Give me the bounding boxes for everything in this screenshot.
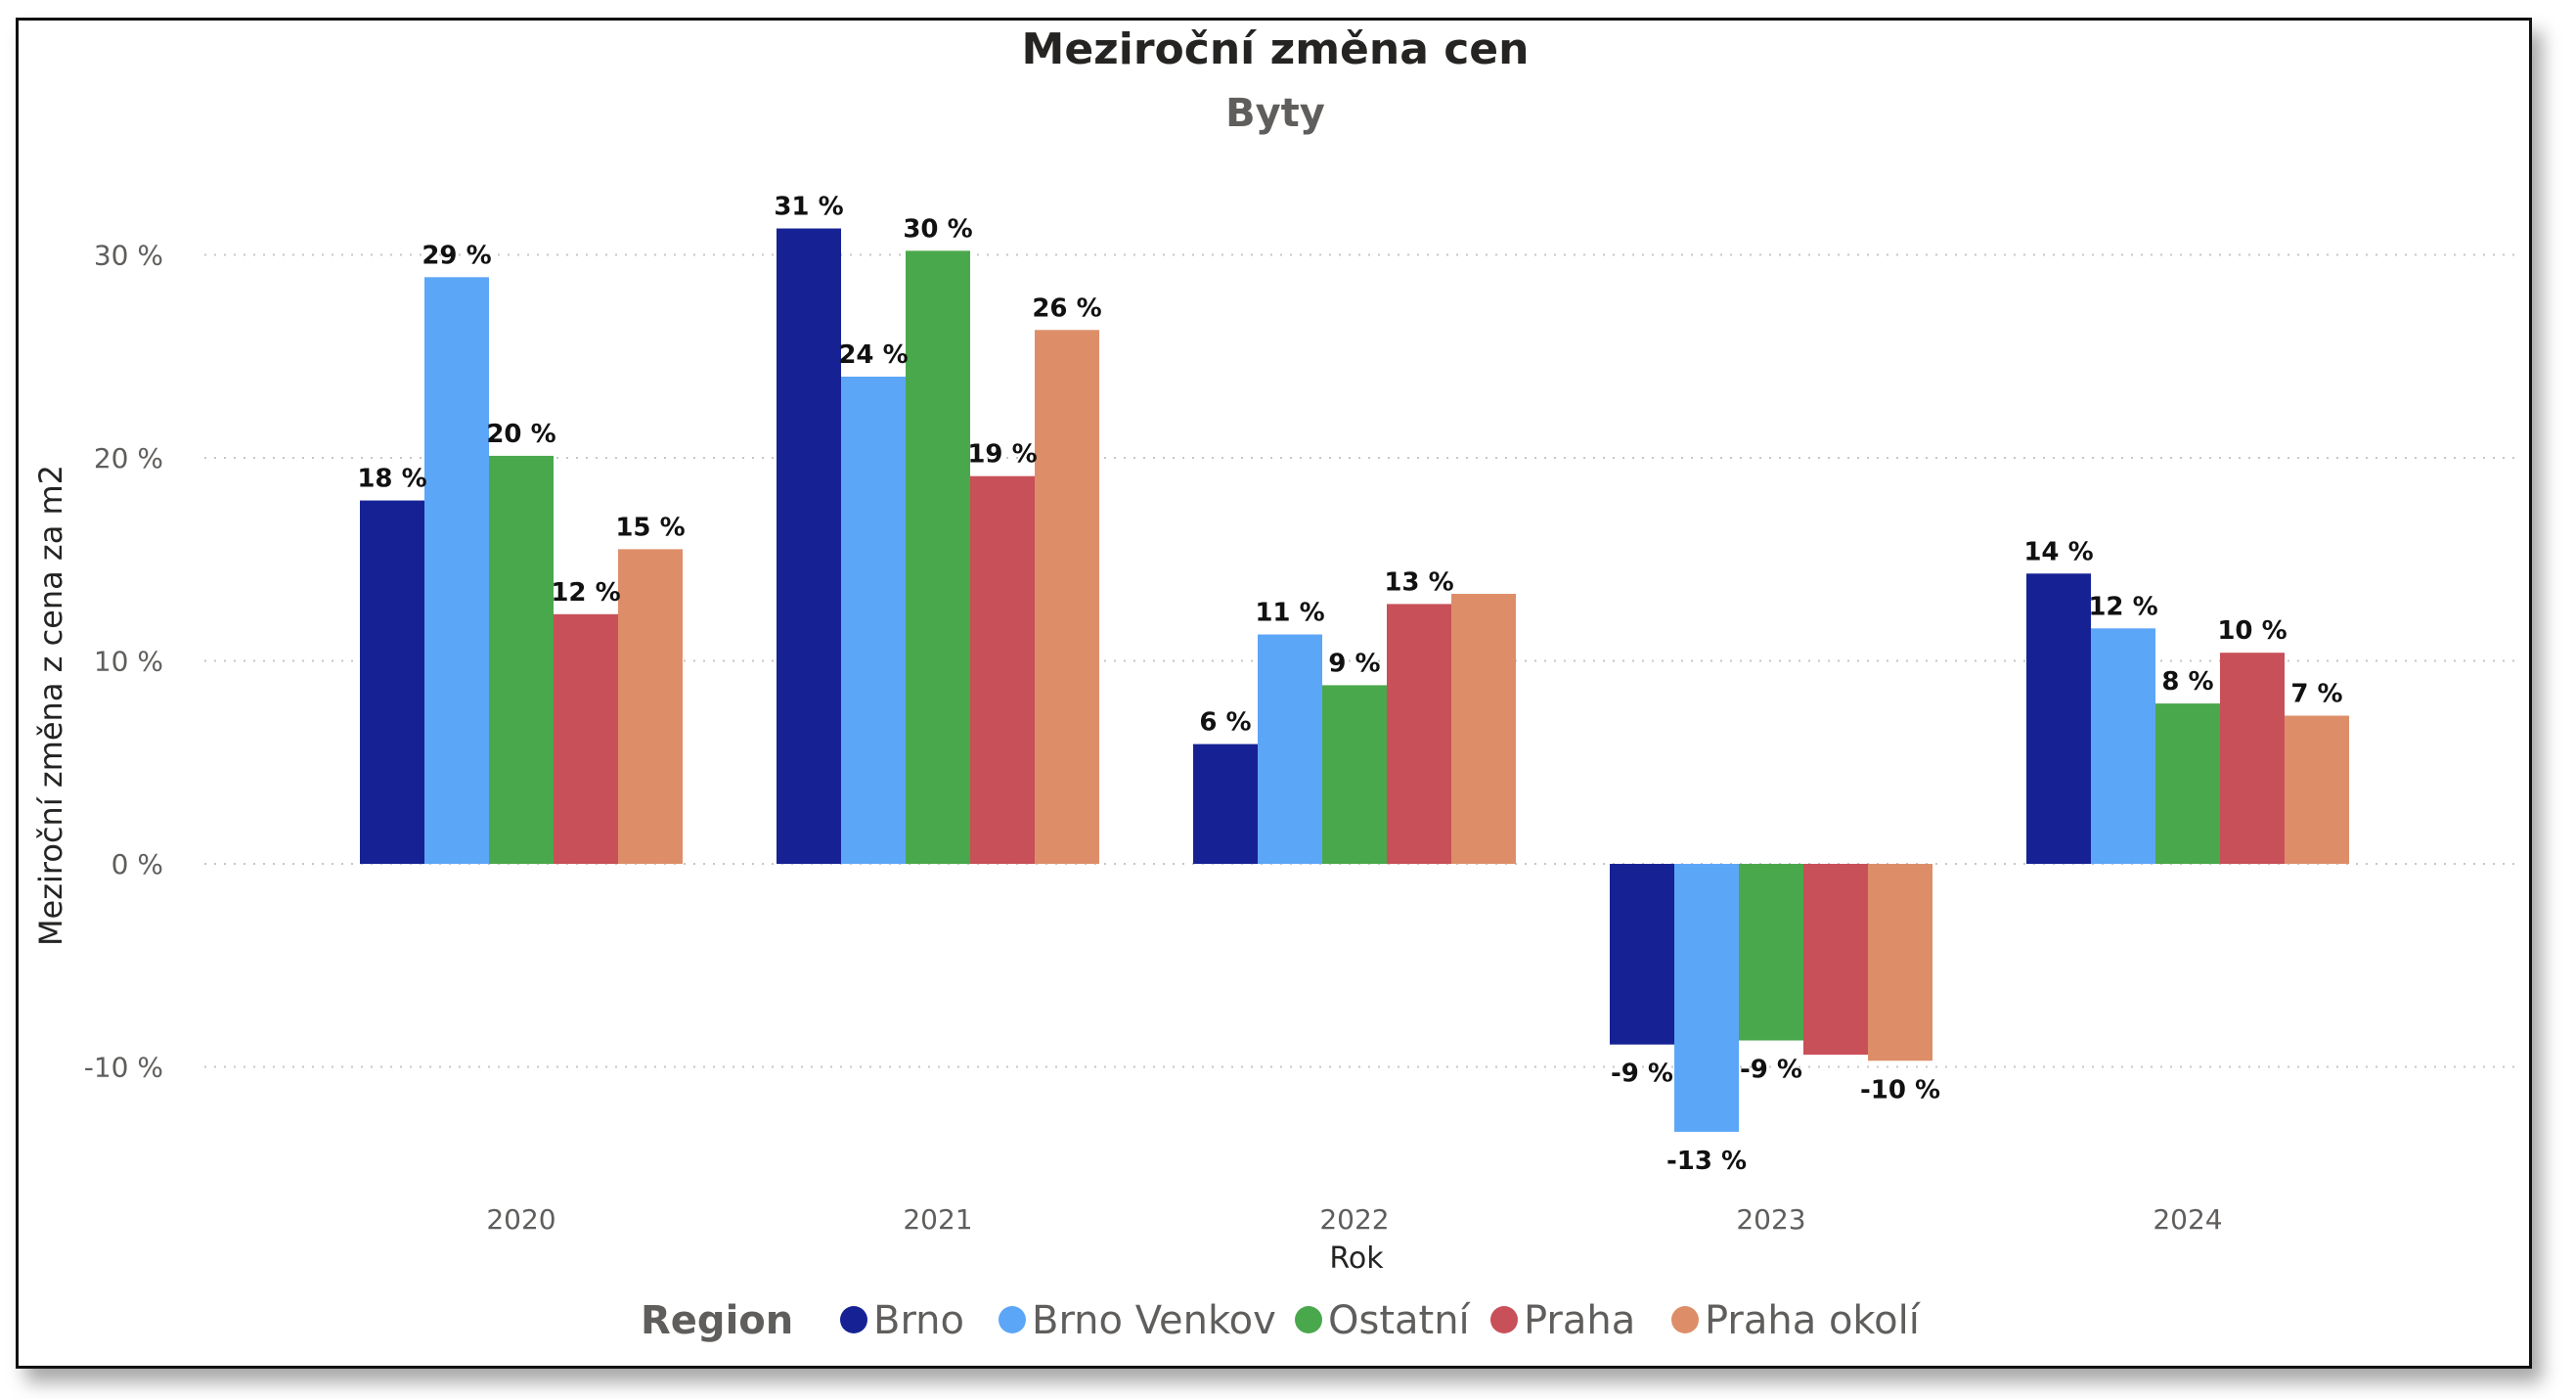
bar-ostatní-2024 <box>2155 703 2220 864</box>
legend-item[interactable]: Brno <box>873 1298 964 1343</box>
bar-praha-2021 <box>970 475 1035 864</box>
bar-praha-okolí-2020 <box>618 549 683 864</box>
data-label: 18 % <box>357 465 426 494</box>
legend-marker <box>1490 1306 1518 1333</box>
legend-item[interactable]: Ostatní <box>1328 1298 1472 1343</box>
bar-brno-2022 <box>1193 744 1258 864</box>
data-label: 20 % <box>486 420 555 449</box>
bar-brno-2024 <box>2026 573 2091 864</box>
data-labels: 18 % 29 % 20 % 12 % 15 % 31 % 24 % 30 % 19 % 26 %… <box>357 193 2342 1176</box>
bar-ostatní-2020 <box>489 455 554 864</box>
data-label: 13 % <box>1384 567 1453 597</box>
data-label: 29 % <box>422 241 491 270</box>
bar-brno-2020 <box>360 500 424 864</box>
data-label: 30 % <box>903 214 972 244</box>
bar-brno-venkov-2021 <box>841 377 906 864</box>
y-tick-label: 10 % <box>94 646 163 678</box>
bar-praha-okolí-2024 <box>2285 715 2349 864</box>
bar-brno-2023 <box>1610 864 1674 1045</box>
legend-marker <box>999 1306 1026 1333</box>
bar-praha-okolí-2023 <box>1868 864 1932 1061</box>
x-axis-ticks: 2020 2021 2022 2023 2024 <box>486 1203 2222 1236</box>
data-label: 7 % <box>2290 680 2342 709</box>
x-tick-label: 2021 <box>903 1203 972 1236</box>
y-tick-label: -10 % <box>84 1052 163 1084</box>
data-label: 9 % <box>1328 649 1380 678</box>
data-label: 14 % <box>2023 537 2093 566</box>
bar-ostatní-2022 <box>1322 685 1387 864</box>
bar-praha-okolí-2022 <box>1451 594 1516 864</box>
chart-subtitle: Byty <box>1225 91 1325 136</box>
data-label: 11 % <box>1255 599 1324 628</box>
data-label: 24 % <box>838 340 908 370</box>
data-label: -13 % <box>1666 1147 1747 1176</box>
x-tick-label: 2020 <box>486 1203 555 1236</box>
y-tick-label: 20 % <box>94 442 163 474</box>
bar-chart: Meziroční změna cen Byty Meziroční změna… <box>32 24 2517 1343</box>
data-label: 19 % <box>967 440 1037 470</box>
data-label: 12 % <box>2088 592 2157 621</box>
data-label: 31 % <box>774 193 843 222</box>
bar-praha-2022 <box>1387 604 1451 864</box>
bar-ostatní-2021 <box>906 250 970 865</box>
legend-marker <box>840 1306 867 1333</box>
bar-praha-okolí-2021 <box>1035 330 1099 864</box>
legend-marker <box>1295 1306 1322 1333</box>
data-label: 10 % <box>2217 616 2287 646</box>
bars <box>360 228 2349 1132</box>
legend-marker <box>1671 1306 1699 1333</box>
y-axis-label: Meziroční změna z cena za m2 <box>32 465 69 946</box>
data-label: 12 % <box>551 578 620 608</box>
bar-brno-venkov-2024 <box>2091 628 2155 864</box>
bar-praha-2020 <box>554 613 618 864</box>
x-tick-label: 2024 <box>2153 1203 2222 1236</box>
legend: Region Brno Brno Venkov Ostatní Praha Praha o… <box>641 1298 1922 1343</box>
legend-item[interactable]: Praha <box>1524 1298 1635 1343</box>
data-label: -9 % <box>1740 1056 1802 1085</box>
data-label: 8 % <box>2161 667 2213 697</box>
x-tick-label: 2023 <box>1736 1203 1805 1236</box>
data-label: 26 % <box>1032 293 1101 323</box>
data-label: -9 % <box>1611 1060 1673 1089</box>
legend-item[interactable]: Brno Venkov <box>1032 1298 1276 1343</box>
y-tick-label: 0 % <box>111 848 163 880</box>
x-tick-label: 2022 <box>1319 1203 1389 1236</box>
y-tick-label: 30 % <box>94 240 163 272</box>
chart-frame: Meziroční změna cen Byty Meziroční změna… <box>16 18 2532 1369</box>
legend-title: Region <box>641 1298 793 1343</box>
bar-brno-venkov-2022 <box>1258 634 1322 864</box>
legend-item[interactable]: Praha okolí <box>1705 1298 1922 1343</box>
bar-brno-venkov-2020 <box>424 277 489 864</box>
bar-praha-2024 <box>2220 653 2285 864</box>
data-label: 6 % <box>1199 708 1251 738</box>
data-label: 15 % <box>615 513 685 542</box>
bar-ostatní-2023 <box>1739 864 1803 1041</box>
bar-brno-2021 <box>777 228 841 864</box>
y-axis-ticks: 30 % 20 % 10 % 0 % -10 % <box>84 240 163 1084</box>
bar-brno-venkov-2023 <box>1674 864 1739 1132</box>
data-label: -10 % <box>1860 1075 1940 1105</box>
x-axis-label: Rok <box>1329 1241 1384 1276</box>
chart-title: Meziroční změna cen <box>1022 24 1530 74</box>
bar-praha-2023 <box>1803 864 1868 1056</box>
